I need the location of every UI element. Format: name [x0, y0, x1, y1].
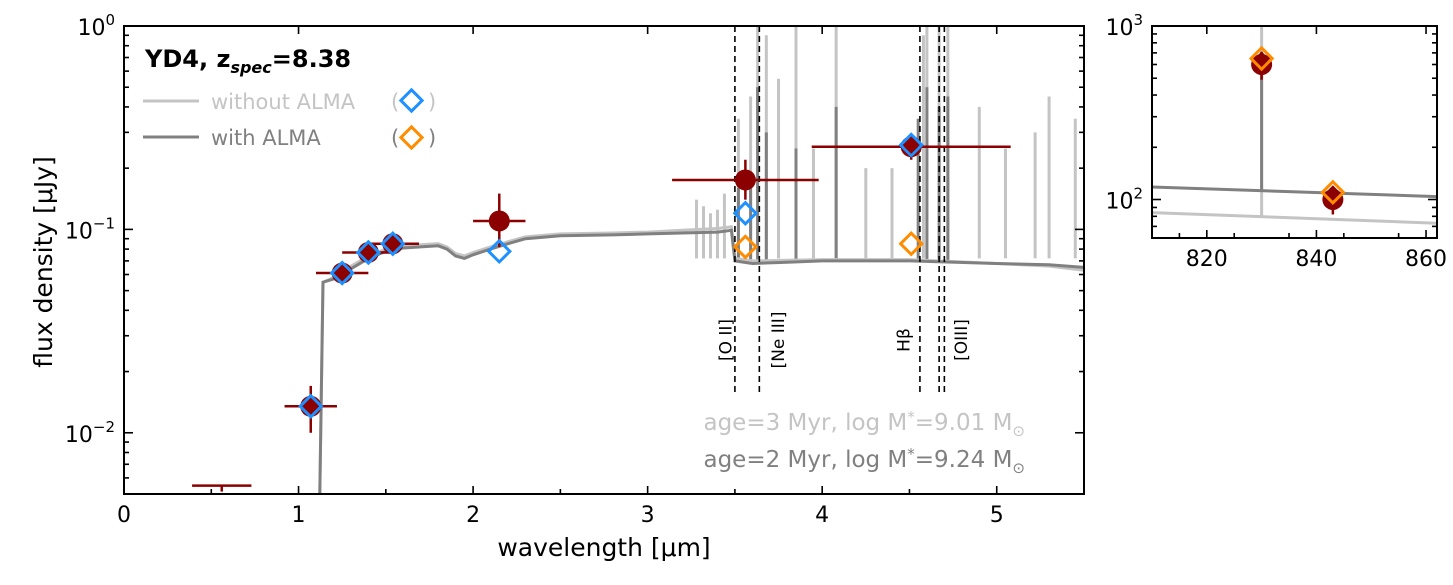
chart-title: YD4, zspec=8.38 — [144, 45, 351, 77]
inset-observed-diamond — [1254, 51, 1269, 66]
inset-y-tick-label: 103 — [1105, 11, 1143, 41]
model-point-with-alma — [732, 234, 759, 260]
observed-point — [488, 210, 510, 232]
legend-paren-close-without: ) — [428, 90, 436, 114]
x-tick-label: 2 — [466, 503, 480, 528]
legend-paren-open-with: ( — [391, 126, 399, 150]
observed-diamond — [303, 399, 318, 414]
main-x-ticks: 0 1 2 3 4 5 — [117, 26, 1004, 528]
inset-panel: 820 840 860 103 102 — [1105, 11, 1447, 272]
x-tick-label: 1 — [292, 503, 306, 528]
legend: without ALMA ( ) with ALMA ( ) — [143, 87, 436, 151]
inset-model-points-without-alma — [1248, 45, 1275, 72]
line-marker-label: [OIII] — [952, 319, 972, 361]
legend-label-without-alma: without ALMA — [211, 90, 356, 114]
inset-x-tick-label: 860 — [1405, 247, 1447, 272]
main-axes-frame — [123, 25, 1085, 495]
inset-model-point-without-alma — [1248, 45, 1275, 72]
model-point-without-alma — [298, 393, 324, 419]
x-tick-label: 5 — [990, 503, 1004, 528]
legend-paren-close-with: ) — [428, 126, 436, 150]
model-point-without-alma — [898, 132, 924, 158]
legend-paren-open-without: ( — [391, 90, 399, 114]
model-point-with-alma — [898, 231, 924, 257]
annotation-with-alma: age=2 Myr, log M*=9.24 M⊙ — [703, 445, 1025, 477]
main-y-ticks: 100 10−1 10−2 — [65, 11, 1084, 479]
observed-points — [192, 135, 1011, 492]
y-tick-label: 10−2 — [65, 418, 115, 448]
legend-diamond-with-alma-icon — [398, 124, 425, 151]
x-tick-label: 0 — [117, 503, 131, 528]
inset-model-points-with-alma — [1320, 179, 1346, 206]
y-tick-label: 100 — [77, 11, 115, 41]
x-axis-label: wavelength [μm] — [497, 533, 710, 562]
model-points-without-alma — [298, 132, 924, 419]
x-tick-label: 3 — [641, 503, 655, 528]
inset-observed-diamond — [1325, 185, 1340, 200]
emission-spikes-with-alma — [736, 87, 950, 261]
observed-diamond — [385, 236, 400, 251]
inset-curve-without-alma — [1152, 211, 1437, 225]
inset-x-ticks: 820 840 860 — [1178, 26, 1447, 272]
line-markers: [O II] [Ne III] Hβ [OIII] — [716, 26, 972, 392]
model-point-without-alma — [732, 200, 759, 227]
observed-point — [734, 169, 756, 191]
emission-spikes-without-alma — [695, 26, 1077, 259]
legend-diamond-without-alma-icon — [398, 87, 425, 114]
observed-diamond — [904, 139, 919, 154]
observed-diamond — [335, 265, 350, 281]
model-point-without-alma — [329, 260, 355, 286]
y-axis-label: flux density [μJy] — [29, 156, 58, 368]
model-point-without-alma — [486, 238, 513, 265]
inset-observed-point — [1322, 189, 1344, 211]
observed-diamond — [361, 245, 376, 260]
annotation-without-alma: age=3 Myr, log M*=9.01 M⊙ — [703, 408, 1025, 440]
inset-x-tick-label: 840 — [1295, 247, 1337, 272]
model-point-without-alma — [355, 239, 382, 266]
x-tick-label: 4 — [815, 503, 829, 528]
legend-label-with-alma: with ALMA — [211, 126, 321, 150]
inset-x-tick-label: 820 — [1186, 247, 1228, 272]
inset-y-ticks: 103 102 — [1105, 11, 1437, 239]
inset-model-point-with-alma — [1320, 179, 1346, 206]
line-marker-label: [Ne III] — [769, 312, 789, 369]
inset-y-tick-label: 102 — [1105, 185, 1143, 215]
y-tick-label: 10−1 — [65, 214, 115, 244]
line-marker-label: Hβ — [894, 328, 914, 352]
inset-axes-frame — [1151, 25, 1438, 239]
model-point-without-alma — [380, 231, 406, 257]
inset-curve-with-alma — [1152, 185, 1437, 199]
main-panel: [O II] [Ne III] Hβ [OIII] 0 1 2 3 4 5 100 10−1 10−… — [29, 11, 1085, 562]
model-points-with-alma — [303, 139, 924, 414]
line-marker-label: [O II] — [716, 319, 736, 361]
